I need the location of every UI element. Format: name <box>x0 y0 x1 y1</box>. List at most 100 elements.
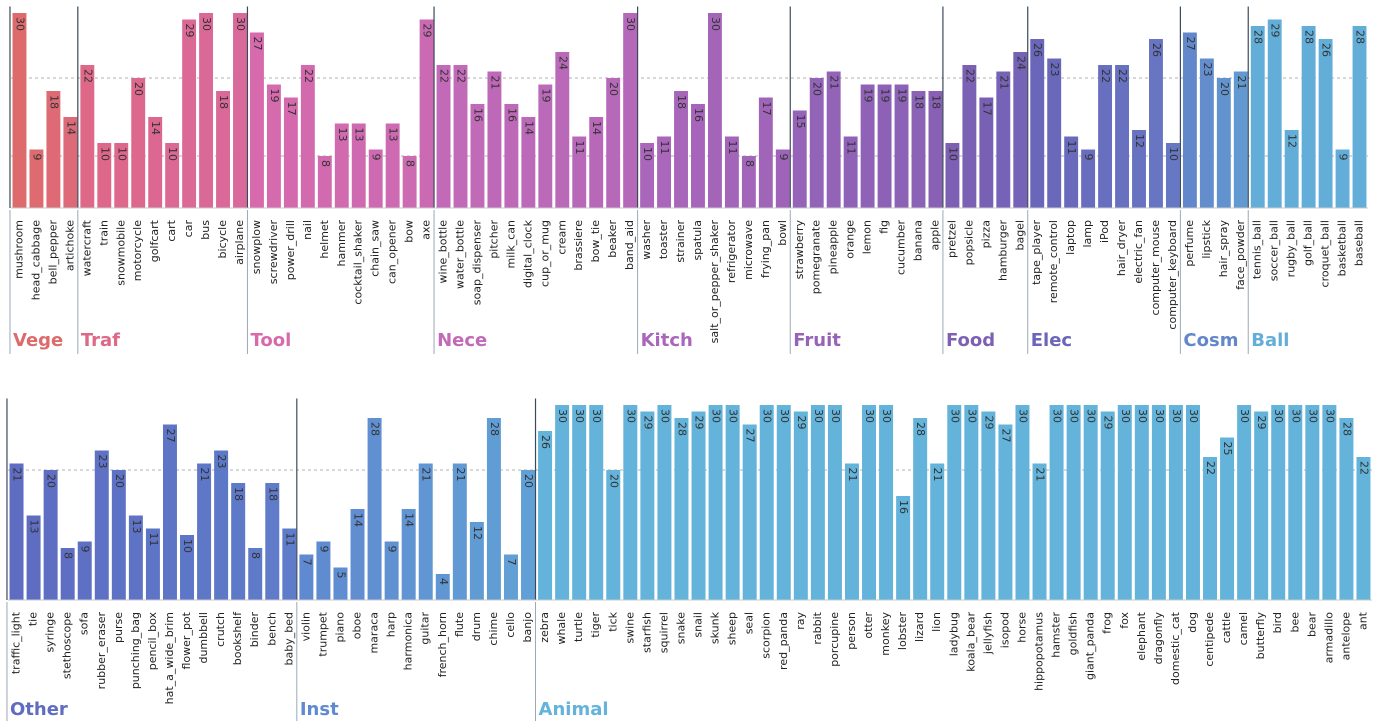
tick-label: binder <box>248 612 261 648</box>
tick-label: flower_pot <box>180 611 193 669</box>
bar-value-label: 28 <box>488 422 501 436</box>
bar <box>94 450 109 600</box>
bar <box>792 110 807 208</box>
bar <box>521 470 536 600</box>
bar <box>402 156 417 208</box>
bar <box>1237 405 1252 600</box>
bar <box>60 548 75 600</box>
bar-value-label: 21 <box>931 468 944 482</box>
tick-label: isopod <box>998 612 1011 648</box>
bar-value-label: 4 <box>437 578 450 585</box>
bar <box>998 424 1013 600</box>
bar <box>368 149 383 208</box>
bar <box>640 143 655 208</box>
bar-value-label: 30 <box>1272 409 1285 423</box>
group-label: Inst <box>300 699 339 720</box>
bar-value-label: 21 <box>420 468 433 482</box>
tick-label: syringe <box>44 612 57 653</box>
tick-label: traffic_light <box>10 611 23 674</box>
bar <box>1284 130 1299 208</box>
bar-value-label: 30 <box>710 409 723 423</box>
bar <box>80 65 95 208</box>
bar <box>1132 130 1146 208</box>
bar-value-label: 7 <box>300 559 313 566</box>
bar-value-label: 9 <box>317 546 330 553</box>
bar-value-label: 11 <box>573 141 586 155</box>
bar-value-label: 19 <box>539 89 552 103</box>
tick-label: pitcher <box>487 220 500 259</box>
tick-label: orange <box>844 220 857 259</box>
tick-label: hair_dryer <box>1115 220 1128 277</box>
bar-value-label: 23 <box>1201 63 1214 77</box>
bar <box>231 483 246 600</box>
tick-label: nail <box>301 220 314 240</box>
bar-value-label: 29 <box>795 416 808 430</box>
bar <box>418 463 433 600</box>
bar-value-label: 19 <box>896 89 909 103</box>
bar <box>606 470 621 600</box>
bar-value-label: 30 <box>590 409 603 423</box>
bar-value-label: 22 <box>455 69 468 83</box>
tick-label: cup_or_mug <box>538 220 551 287</box>
bar <box>981 411 996 600</box>
bar-value-label: 10 <box>1167 147 1180 161</box>
tick-label: seal <box>743 612 756 634</box>
bar <box>860 84 875 208</box>
bar <box>657 136 672 208</box>
tick-label: bookshelf <box>231 611 244 665</box>
tick-label: car <box>182 220 195 238</box>
bar <box>486 418 501 600</box>
tick-label: soap_dispenser <box>470 220 483 306</box>
bar-value-label: 11 <box>283 533 296 547</box>
bar <box>1203 457 1218 600</box>
tick-label: golf_ball <box>1302 220 1315 266</box>
bar <box>469 522 484 600</box>
tick-label: pineapple <box>827 220 840 275</box>
bar <box>128 515 143 600</box>
bar-value-label: 27 <box>251 37 264 51</box>
tick-label: cattle <box>1220 612 1233 643</box>
tick-label: turtle <box>572 612 585 642</box>
tick-label: spatula <box>691 220 704 261</box>
tick-label: head_cabbage <box>29 220 42 300</box>
bar-value-label: 18 <box>675 95 688 109</box>
bar-value-label: 21 <box>828 76 841 90</box>
bar <box>1165 143 1180 208</box>
bar-value-label: 20 <box>607 474 620 488</box>
bar-value-label: 13 <box>336 128 349 142</box>
tick-label: toaster <box>657 220 670 260</box>
tick-label: antelope <box>1339 612 1352 661</box>
tick-label: bicycle <box>216 220 229 259</box>
bar <box>487 71 502 208</box>
bar-value-label: 13 <box>130 520 143 534</box>
tick-label: refrigerator <box>725 220 738 284</box>
tick-label: rubber_eraser <box>95 612 108 690</box>
tick-label: sofa <box>78 612 91 635</box>
bar <box>266 84 281 208</box>
bar <box>555 52 570 208</box>
bar <box>640 411 655 600</box>
bar-value-label: 29 <box>641 416 654 430</box>
bar <box>1271 405 1286 600</box>
tick-label: milk_can <box>504 220 517 268</box>
bar-value-label: 29 <box>421 24 434 38</box>
tick-label: whale <box>555 612 568 645</box>
tick-label: tape_player <box>1030 220 1043 285</box>
bar-value-label: 18 <box>217 95 230 109</box>
bar-value-label: 29 <box>1255 416 1268 430</box>
bar-value-label: 14 <box>64 121 77 135</box>
bar-value-label: 27 <box>744 429 757 443</box>
group-label: Other <box>10 699 68 720</box>
bar <box>1301 26 1316 208</box>
bar <box>589 117 604 208</box>
tick-label: ladybug <box>947 612 960 656</box>
bar <box>691 411 706 600</box>
bar-value-label: 17 <box>980 102 993 116</box>
tick-label: cream <box>555 220 568 255</box>
bar-value-label: 30 <box>709 17 722 31</box>
tick-label: bear <box>1305 612 1318 637</box>
bar <box>1216 78 1231 208</box>
bar <box>367 418 382 600</box>
bar-value-label: 23 <box>96 455 109 469</box>
bar <box>299 554 314 600</box>
